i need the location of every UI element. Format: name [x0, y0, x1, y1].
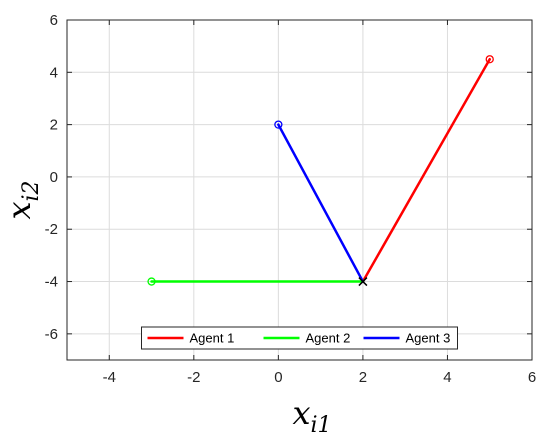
x-axis-title: xi1	[292, 394, 331, 438]
series-lines	[150, 57, 491, 283]
y-tick-label: 4	[50, 64, 58, 81]
y-tick-label: 2	[50, 117, 58, 134]
y-axis-title-base: x	[0, 202, 38, 220]
y-tick-label: 6	[50, 12, 58, 29]
y-tick-label: 0	[50, 169, 58, 186]
end-marker-stroke-b	[358, 277, 368, 287]
legend-label-agent-2: Agent 2	[306, 331, 351, 346]
agent-1-line	[361, 57, 491, 283]
agent-2-start-marker	[147, 277, 156, 286]
plot-frame	[66, 19, 533, 361]
x-tick-label: 0	[274, 369, 282, 386]
markers	[147, 55, 494, 287]
x-axis-title-sub: i1	[311, 413, 332, 438]
legend-label-agent-1: Agent 1	[190, 331, 235, 346]
x-axis-title-base: x	[292, 394, 310, 432]
plot-area	[67, 20, 532, 360]
y-tick-label: -4	[45, 274, 58, 291]
x-tick-label: -2	[187, 369, 200, 386]
legend-label-agent-3: Agent 3	[406, 331, 451, 346]
agent-3-start-marker	[274, 120, 283, 129]
y-tick-label: -6	[45, 326, 58, 343]
ticks: -4 -2 0 2 4 6 -6 -4 -2 0 2 4 6	[45, 12, 537, 386]
y-tick-label: -2	[45, 221, 58, 238]
x-tick-label: 6	[528, 369, 536, 386]
x-tick-label: 2	[359, 369, 367, 386]
agent-3-line	[277, 123, 365, 283]
y-axis-title-sub: i2	[19, 180, 44, 201]
legend: Agent 1 Agent 2 Agent 3	[141, 326, 458, 350]
x-tick-label: 4	[443, 369, 451, 386]
x-tick-label: -4	[103, 369, 116, 386]
y-axis-title: xi2	[0, 180, 44, 219]
agent-1-start-marker	[485, 55, 494, 64]
